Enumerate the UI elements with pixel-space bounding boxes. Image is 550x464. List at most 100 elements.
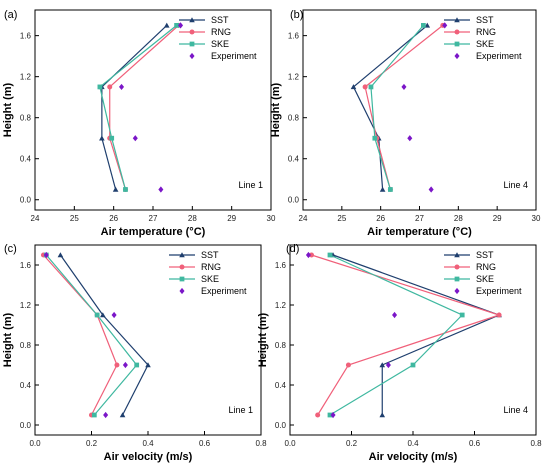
data-point <box>94 312 100 318</box>
x-tick-label: 0.6 <box>199 439 211 448</box>
legend: SST RNG SKE Experiment <box>444 250 522 296</box>
x-tick-label: 26 <box>376 214 385 223</box>
y-tick-label: 0.4 <box>288 155 300 164</box>
legend-label: Experiment <box>211 51 257 61</box>
legend-label: SKE <box>201 274 219 284</box>
data-point <box>387 187 393 192</box>
x-tick-label: 29 <box>493 214 502 223</box>
series-line <box>329 254 464 416</box>
legend: SST RNG SKE Experiment <box>179 15 257 61</box>
series-experiment <box>119 22 184 193</box>
data-point <box>134 362 140 368</box>
legend-marker <box>454 252 460 258</box>
data-point <box>309 252 315 258</box>
data-point <box>112 186 119 192</box>
panel-2: 24 25 26 27 28 29 30 0.0 0.4 0.8 1.2 1.6 Air tempera… <box>270 9 541 238</box>
data-point <box>496 312 502 318</box>
data-point <box>330 411 336 419</box>
y-tick-label: 0.4 <box>275 381 287 390</box>
data-point <box>123 187 128 192</box>
legend-marker <box>454 29 460 35</box>
series-sst <box>350 22 431 192</box>
panel-label: (c) <box>4 243 17 255</box>
line-note: Line 1 <box>228 405 253 415</box>
legend: SST RNG SKE Experiment <box>444 15 522 61</box>
series-sst <box>99 22 170 192</box>
data-point <box>97 84 103 90</box>
series-rng <box>309 252 502 418</box>
data-point <box>350 84 357 90</box>
data-point <box>178 22 184 29</box>
data-point <box>99 135 105 141</box>
data-point <box>362 84 368 90</box>
data-point <box>442 22 448 29</box>
legend-marker <box>189 52 195 60</box>
y-tick-label: 0.0 <box>275 421 287 430</box>
data-point <box>315 412 321 418</box>
legend-marker <box>454 41 460 47</box>
series-experiment <box>305 251 398 419</box>
line-note: Line 4 <box>503 180 528 190</box>
data-point <box>305 251 311 259</box>
panel-label: (a) <box>4 9 17 21</box>
legend-marker <box>189 41 195 47</box>
legend-marker <box>454 287 460 295</box>
legend-label: SST <box>476 15 494 25</box>
series-experiment <box>401 22 448 193</box>
panel-3: 0.0 0.2 0.4 0.6 0.8 0.0 0.4 0.8 1.2 1.6 Air veloci… <box>2 243 267 463</box>
y-tick-label: 0.0 <box>288 196 300 205</box>
series-line <box>364 24 444 190</box>
data-point <box>132 135 138 142</box>
data-point <box>111 311 117 319</box>
series-ske <box>327 252 465 418</box>
y-tick-label: 1.2 <box>20 73 32 82</box>
y-tick-label: 1.6 <box>288 32 300 41</box>
data-point <box>379 362 386 368</box>
data-point <box>145 362 151 368</box>
x-tick-label: 0.8 <box>530 439 542 448</box>
series-ske <box>97 23 179 192</box>
y-tick-label: 1.6 <box>275 261 287 270</box>
data-point <box>43 251 49 259</box>
x-axis-label: Air temperature (°C) <box>101 226 206 238</box>
legend-label: SKE <box>476 39 494 49</box>
x-tick-label: 28 <box>454 214 463 223</box>
series-line <box>59 254 149 416</box>
line-note: Line 1 <box>238 180 263 190</box>
x-tick-label: 25 <box>337 214 346 223</box>
x-tick-label: 29 <box>227 214 236 223</box>
y-tick-label: 0.0 <box>20 196 32 205</box>
y-axis-label: Height (m) <box>257 312 269 367</box>
y-tick-label: 1.6 <box>20 32 32 41</box>
legend-marker <box>454 52 460 60</box>
y-tick-label: 0.8 <box>20 341 32 350</box>
legend-label: RNG <box>201 262 221 272</box>
x-tick-label: 0.0 <box>29 439 41 448</box>
y-tick-label: 0.8 <box>20 114 32 123</box>
data-point <box>327 412 333 418</box>
data-point <box>103 411 109 419</box>
panel-label: (d) <box>286 243 299 255</box>
y-axis-label: Height (m) <box>2 82 14 137</box>
x-axis-label: Air velocity (m/s) <box>369 451 458 463</box>
x-tick-label: 0.2 <box>346 439 358 448</box>
x-tick-label: 0.0 <box>284 439 296 448</box>
panel-1: 24 25 26 27 28 29 30 0.0 0.4 0.8 1.2 1.6 Air tempera… <box>2 9 276 238</box>
series-rng <box>107 22 182 193</box>
data-point <box>379 412 386 418</box>
data-point <box>424 22 431 28</box>
data-point <box>158 186 164 193</box>
x-tick-label: 27 <box>149 214 158 223</box>
legend-marker <box>454 264 460 270</box>
line-note: Line 4 <box>503 405 528 415</box>
data-point <box>114 362 120 368</box>
y-tick-label: 1.2 <box>288 73 300 82</box>
series-experiment <box>43 251 128 419</box>
y-tick-label: 0.8 <box>288 114 300 123</box>
data-point <box>368 84 374 90</box>
data-point <box>428 186 434 193</box>
data-point <box>379 186 386 192</box>
data-point <box>401 83 407 91</box>
series-line <box>101 24 168 190</box>
x-tick-label: 27 <box>415 214 424 223</box>
